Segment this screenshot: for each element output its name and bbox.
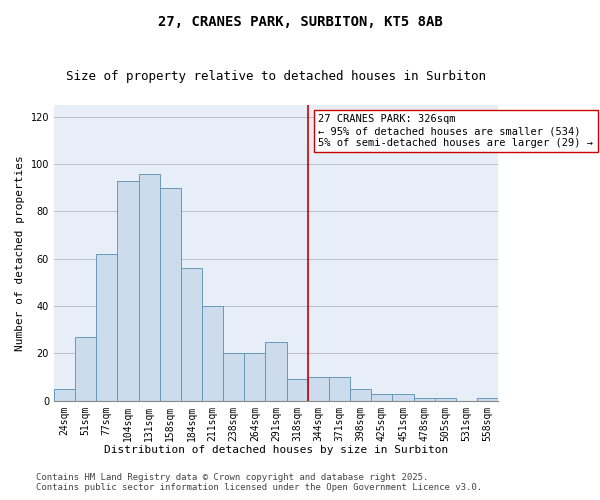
Bar — [287, 380, 308, 400]
Bar — [75, 337, 96, 400]
Bar — [202, 306, 223, 400]
Bar — [118, 180, 139, 400]
Text: 27 CRANES PARK: 326sqm
← 95% of detached houses are smaller (534)
5% of semi-det: 27 CRANES PARK: 326sqm ← 95% of detached… — [319, 114, 593, 148]
Bar — [54, 389, 75, 400]
Bar — [160, 188, 181, 400]
Bar — [371, 394, 392, 400]
Bar — [477, 398, 498, 400]
Bar — [223, 354, 244, 401]
Bar — [96, 254, 118, 400]
Bar — [265, 342, 287, 400]
Bar — [139, 174, 160, 400]
Bar — [435, 398, 456, 400]
Bar — [350, 389, 371, 400]
Text: 27, CRANES PARK, SURBITON, KT5 8AB: 27, CRANES PARK, SURBITON, KT5 8AB — [158, 15, 442, 29]
Bar — [244, 354, 265, 401]
Bar — [329, 377, 350, 400]
Text: Contains HM Land Registry data © Crown copyright and database right 2025.
Contai: Contains HM Land Registry data © Crown c… — [36, 473, 482, 492]
Title: Size of property relative to detached houses in Surbiton: Size of property relative to detached ho… — [66, 70, 486, 83]
Y-axis label: Number of detached properties: Number of detached properties — [15, 155, 25, 350]
Bar — [413, 398, 435, 400]
Bar — [181, 268, 202, 400]
X-axis label: Distribution of detached houses by size in Surbiton: Distribution of detached houses by size … — [104, 445, 448, 455]
Bar — [392, 394, 413, 400]
Bar — [308, 377, 329, 400]
